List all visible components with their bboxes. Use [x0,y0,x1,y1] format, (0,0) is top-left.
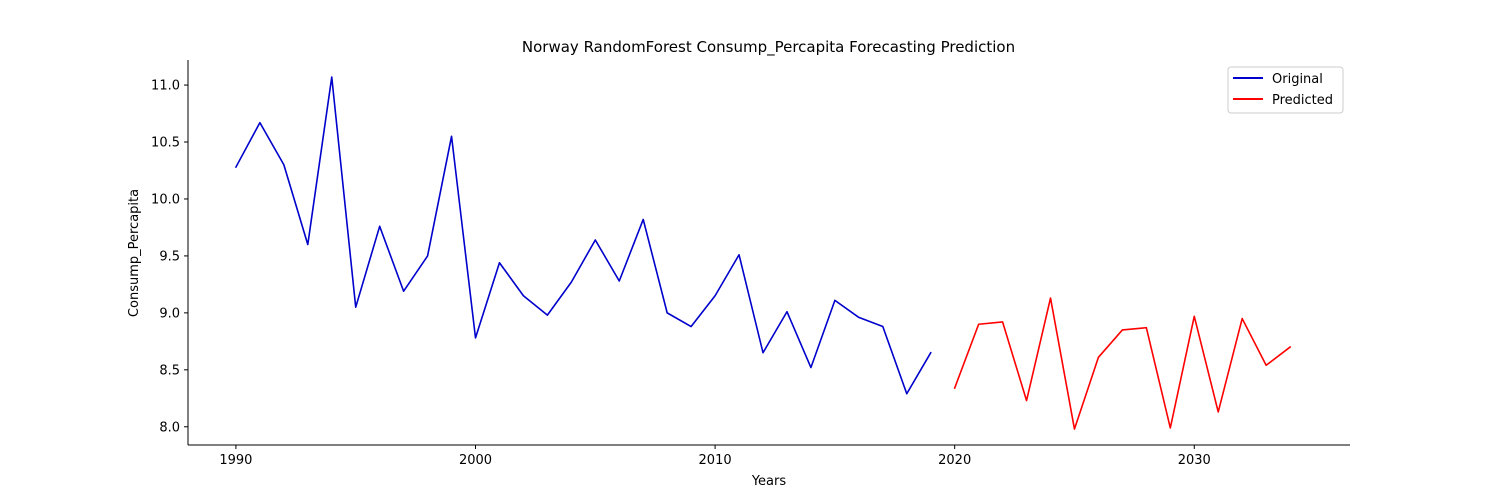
plot-area: 1990 2000 2010 2020 2030 8.0 8.5 9.0 9.5 10.0 10.… [151,60,1350,468]
y-tick-label: 10.0 [151,192,180,207]
series-line-original [234,76,932,395]
y-tick-label: 11.0 [151,79,180,94]
legend: Original Predicted [1227,66,1344,114]
y-tick-label: 10.5 [151,136,180,151]
series-line-predicted [953,297,1292,430]
y-ticks: 8.0 8.5 9.0 9.5 10.0 10.5 11.0 [151,79,188,435]
x-tick-label: 2000 [459,453,492,468]
y-axis-title: Consump_Percapita [127,189,142,317]
chart-title: Norway RandomForest Consump_Percapita Fo… [522,38,1015,57]
x-tick-label: 2010 [699,453,732,468]
x-tick-label: 2020 [938,453,971,468]
y-tick-label: 8.5 [159,363,180,378]
y-tick-label: 9.0 [159,306,180,321]
y-tick-label: 8.0 [159,420,180,435]
y-tick-label: 9.5 [159,249,180,264]
x-tick-label: 1990 [219,453,252,468]
x-tick-label: 2030 [1178,453,1211,468]
series-lines [234,76,1292,430]
legend-label-predicted: Predicted [1272,93,1333,108]
x-axis-title: Years [751,474,787,489]
legend-label-original: Original [1272,72,1323,87]
x-ticks: 1990 2000 2010 2020 2030 [219,445,1211,468]
